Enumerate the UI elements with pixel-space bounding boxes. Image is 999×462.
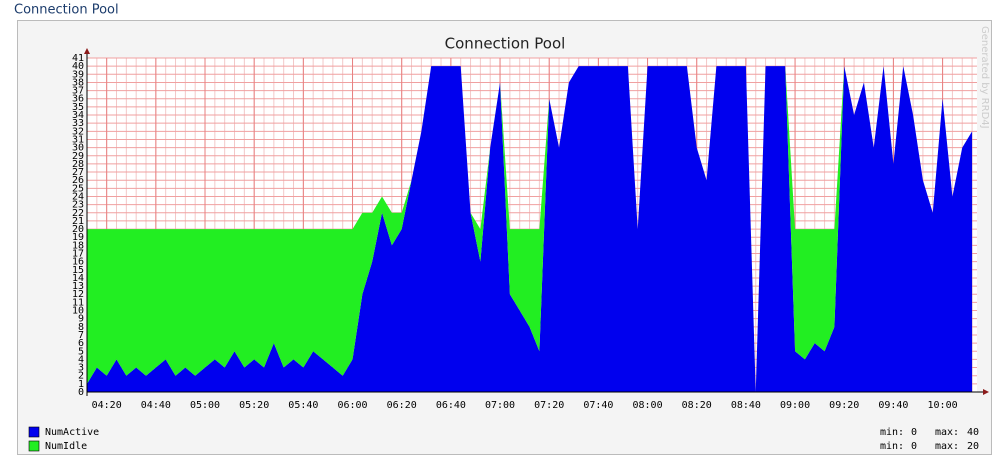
y-tick-label: 14 [72,273,84,284]
stat-label: min: [880,427,904,438]
y-tick-label: 22 [72,208,84,219]
axis-arrow [983,389,989,395]
y-tick-label: 4 [78,354,84,365]
y-tick-label: 32 [72,126,84,137]
y-tick-label: 1 [78,379,84,390]
y-tick-label: 27 [72,167,84,178]
page-title: Connection Pool [14,3,119,18]
y-tick-label: 9 [78,314,84,325]
y-tick-label: 36 [72,94,84,105]
area [87,66,973,393]
x-tick-label: 07:20 [534,400,564,411]
y-tick-label: 16 [72,257,84,268]
x-tick-label: 05:40 [288,400,318,411]
stat-value: 0 [911,441,917,452]
y-tick-label: 8 [78,322,84,333]
x-tick-label: 04:40 [141,400,171,411]
y-tick-label: 13 [72,281,84,292]
y-tick-label: 31 [72,134,84,145]
x-tick-label: 07:00 [485,400,515,411]
y-tick-label: 15 [72,265,84,276]
y-tick-label: 0 [78,387,84,398]
y-tick-label: 29 [72,151,84,162]
y-tick-label: 24 [72,191,84,202]
y-tick-label: 20 [72,224,84,235]
y-tick-label: 2 [78,371,84,382]
stat-label: max: [935,427,959,438]
y-tick-label: 10 [72,306,84,317]
x-tick-label: 06:00 [337,400,367,411]
x-tick-label: 09:20 [829,400,859,411]
y-tick-label: 35 [72,102,84,113]
stat-label: min: [880,441,904,452]
x-tick-label: 10:00 [928,400,958,411]
legend-label: NumIdle [45,441,87,452]
y-tick-label: 28 [72,159,84,170]
x-tick-label: 06:40 [436,400,466,411]
area [87,66,973,393]
stat-value: 20 [967,441,979,452]
legend-swatch [28,426,40,438]
y-tick-label: 11 [72,297,84,308]
stat-value: 0 [911,427,917,438]
x-tick-label: 09:00 [780,400,810,411]
y-tick-label: 40 [72,61,84,72]
y-tick-label: 37 [72,86,84,97]
y-tick-label: 23 [72,200,84,211]
legend-swatch [28,440,40,452]
y-tick-label: 12 [72,289,84,300]
y-tick-label: 33 [72,118,84,129]
y-tick-label: 18 [72,240,84,251]
y-tick-label: 19 [72,232,84,243]
y-tick-label: 38 [72,77,84,88]
y-tick-label: 6 [78,338,84,349]
y-tick-label: 34 [72,110,84,121]
stat-value: 40 [967,427,979,438]
y-tick-label: 21 [72,216,84,227]
y-tick-label: 5 [78,346,84,357]
legend-label: NumActive [45,427,99,438]
axis-arrow [84,48,90,54]
y-tick-label: 41 [72,53,84,64]
x-tick-label: 06:20 [387,400,417,411]
y-tick-label: 7 [78,330,84,341]
stat-label: max: [935,441,959,452]
x-tick-label: 05:20 [239,400,269,411]
chart-title: Connection Pool [445,35,566,53]
x-tick-label: 08:00 [632,400,662,411]
x-tick-label: 08:20 [682,400,712,411]
y-tick-label: 39 [72,69,84,80]
y-tick-label: 25 [72,183,84,194]
y-tick-label: 17 [72,249,84,260]
x-tick-label: 04:20 [92,400,122,411]
x-tick-label: 09:40 [878,400,908,411]
x-tick-label: 07:40 [583,400,613,411]
y-tick-label: 26 [72,175,84,186]
x-tick-label: 05:00 [190,400,220,411]
y-tick-label: 30 [72,143,84,154]
watermark: Generated by RRD4J [979,26,990,129]
x-tick-label: 08:40 [731,400,761,411]
y-tick-label: 3 [78,363,84,374]
